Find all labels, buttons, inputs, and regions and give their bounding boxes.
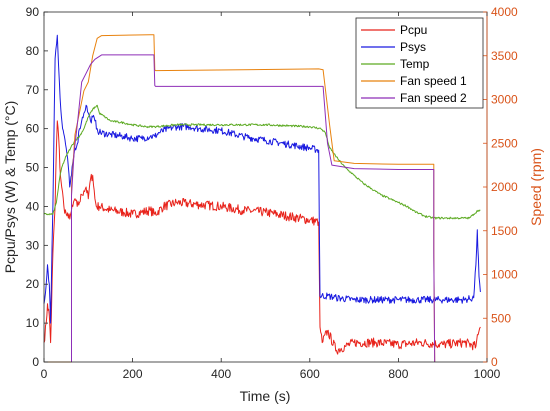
- series-line-psys: [43, 34, 481, 324]
- y-tick-label-right: 4000: [491, 5, 518, 19]
- x-tick-label: 0: [41, 367, 48, 381]
- series-line-fan-speed-1: [44, 34, 436, 363]
- y-tick-label-left: 50: [26, 161, 40, 175]
- x-tick-labels: 0 200 400 600 800 1000: [41, 367, 501, 381]
- y-tick-label-left: 60: [26, 122, 40, 136]
- y-axis-title-left: Pcpu/Psys (W) & Temp (°C): [2, 101, 18, 274]
- y-tick-labels-left: 0 10 20 30 40 50 60 70 80 90: [26, 5, 40, 369]
- y-axis-title-right: Speed (rpm): [528, 148, 544, 226]
- y-tick-label-left: 90: [26, 5, 40, 19]
- series-line-temp: [43, 104, 481, 220]
- y-tick-label-right: 1500: [491, 224, 518, 238]
- x-tick-label: 400: [211, 367, 231, 381]
- y-tick-label-right: 3000: [491, 93, 518, 107]
- legend-label-psys: Psys: [400, 40, 426, 54]
- y-tick-label-left: 0: [32, 355, 39, 369]
- y-tick-label-left: 40: [26, 199, 40, 213]
- plot-lines: [43, 34, 481, 363]
- y-tick-label-right: 3500: [491, 49, 518, 63]
- y-tick-label-right: 2500: [491, 136, 518, 150]
- legend-label-fan-speed-1: Fan speed 1: [400, 74, 467, 88]
- legend-label-temp: Temp: [400, 57, 430, 71]
- x-tick-label: 600: [300, 367, 320, 381]
- y-tick-label-right: 2000: [491, 180, 518, 194]
- y-tick-labels-right: 0 500 1000 1500 2000 2500 3000 3500 4000: [491, 5, 518, 369]
- x-tick-label: 800: [388, 367, 408, 381]
- legend: Pcpu Psys Temp Fan speed 1 Fan speed 2: [355, 17, 484, 109]
- series-line-pcpu: [43, 120, 481, 355]
- y-tick-label-right: 0: [491, 355, 498, 369]
- y-tick-label-right: 1000: [491, 268, 518, 282]
- y-tick-label-left: 10: [26, 316, 40, 330]
- y-tick-label-left: 20: [26, 277, 40, 291]
- x-tick-label: 1000: [474, 367, 501, 381]
- legend-box: [355, 17, 484, 109]
- x-tick-label: 200: [123, 367, 143, 381]
- y-tick-label-left: 70: [26, 83, 40, 97]
- series-line-fan-speed-2: [71, 54, 436, 363]
- axis-ticks: [43, 11, 488, 363]
- y-tick-label-left: 30: [26, 238, 40, 252]
- x-axis-title: Time (s): [240, 388, 291, 404]
- legend-items: Pcpu Psys Temp Fan speed 1 Fan speed 2: [361, 23, 467, 105]
- y-tick-label-left: 80: [26, 44, 40, 58]
- y-tick-label-right: 500: [491, 311, 511, 325]
- legend-label-pcpu: Pcpu: [400, 23, 427, 37]
- legend-label-fan-speed-2: Fan speed 2: [400, 91, 467, 105]
